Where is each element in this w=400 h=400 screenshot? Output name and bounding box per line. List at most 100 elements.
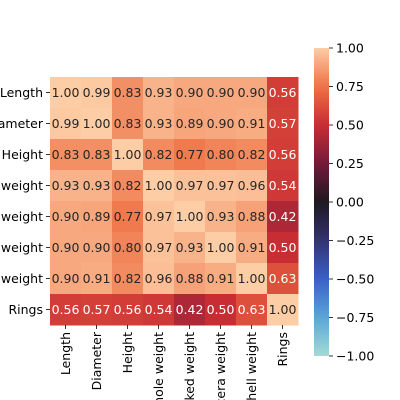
cell-value-label: 0.50: [269, 240, 297, 255]
heatmap-cell-height-rings: [267, 139, 299, 171]
cell-value-label: 0.57: [83, 302, 111, 317]
colorbar-tick-label: 0.00: [336, 195, 364, 210]
colorbar: 1.00 0.75 0.50 0.25 0.00 −0.25 −0.50 −0.75 −1.00: [314, 41, 374, 364]
cell-value-label: 0.83: [52, 147, 80, 162]
cell-value-label: 0.82: [114, 271, 142, 286]
colorbar-tick-label: −1.00: [336, 349, 374, 364]
heatmap-cell-length-viscera-weight: [205, 77, 237, 109]
cell-value-label: 0.97: [176, 178, 204, 193]
heatmap-cell-length-shucked-weight: [174, 77, 206, 109]
heatmap-cell-rings-shucked-weight: [174, 294, 206, 326]
heatmap-cell-viscera-weight-shucked-weight: [174, 232, 206, 264]
heatmap-cell-shell-weight-length: [50, 263, 82, 295]
heatmap-cell-diameter-rings: [267, 108, 299, 140]
cell-value-label: 0.63: [269, 271, 297, 286]
cell-value-label: 0.97: [207, 178, 235, 193]
cell-value-label: 0.56: [269, 147, 297, 162]
heatmap-cell-diameter-whole-weight: [143, 108, 175, 140]
cell-value-label: 0.80: [114, 240, 142, 255]
heatmap-cells: [50, 77, 299, 326]
y-axis: Length Diameter Height Whole weight Shucked …: [0, 85, 50, 317]
heatmap-cell-whole-weight-whole-weight: [143, 170, 175, 202]
heatmap-cell-diameter-length: [50, 108, 82, 140]
colorbar-ticks: 1.00 0.75 0.50 0.25 0.00 −0.25 −0.50 −0.75 −1.00: [329, 41, 374, 364]
cell-value-label: 1.00: [145, 178, 173, 193]
heatmap-cell-rings-diameter: [81, 294, 113, 326]
cell-value-label: 0.90: [52, 271, 80, 286]
heatmap-cell-shucked-weight-height: [112, 201, 144, 233]
colorbar-gradient: [314, 48, 329, 356]
cell-value-label: 0.83: [114, 85, 142, 100]
heatmap-cell-whole-weight-height: [112, 170, 144, 202]
colorbar-tick-label: 0.25: [336, 156, 364, 171]
heatmap-cell-shucked-weight-viscera-weight: [205, 201, 237, 233]
heatmap-cell-shell-weight-shucked-weight: [174, 263, 206, 295]
cell-value-label: 0.96: [238, 178, 266, 193]
cell-value-label: 0.96: [145, 271, 173, 286]
cell-value-label: 1.00: [207, 240, 235, 255]
heatmap-cell-rings-shell-weight: [236, 294, 268, 326]
heatmap-cell-shucked-weight-rings: [267, 201, 299, 233]
heatmap-cell-diameter-height: [112, 108, 144, 140]
heatmap-cell-diameter-shell-weight: [236, 108, 268, 140]
cell-value-label: 1.00: [52, 85, 80, 100]
cell-value-label: 0.77: [176, 147, 204, 162]
cell-value-label: 0.88: [176, 271, 204, 286]
cell-value-label: 1.00: [114, 147, 142, 162]
cell-value-label: 0.57: [269, 116, 297, 131]
heatmap-cell-shell-weight-height: [112, 263, 144, 295]
y-tick-label: Height: [2, 147, 43, 162]
y-tick-label: Length: [0, 85, 43, 100]
heatmap-cell-rings-rings: [267, 294, 299, 326]
x-tick-label: Length: [58, 332, 73, 375]
heatmap-cell-height-diameter: [81, 139, 113, 171]
heatmap-cell-height-viscera-weight: [205, 139, 237, 171]
colorbar-tick-label: −0.50: [336, 272, 374, 287]
cell-value-label: 0.88: [238, 209, 266, 224]
y-tick-label: Shucked weight: [0, 209, 43, 224]
colorbar-tick-label: 0.50: [336, 118, 364, 133]
cell-value-label: 0.93: [176, 240, 204, 255]
x-axis: Length Diameter Height Whole weight Shucked …: [58, 325, 290, 400]
heatmap-cell-rings-length: [50, 294, 82, 326]
cell-value-label: 0.54: [269, 178, 297, 193]
cell-value-label: 0.90: [176, 85, 204, 100]
cell-value-label: 0.56: [52, 302, 80, 317]
heatmap-annotations: 1.00 0.99 0.83 0.93 0.90 0.90 0.90 0.560.99 1.00…: [52, 85, 297, 317]
heatmap-cell-rings-whole-weight: [143, 294, 175, 326]
heatmap-cell-shell-weight-diameter: [81, 263, 113, 295]
x-tick-label: Shucked weight: [182, 332, 197, 400]
x-tick-label: Diameter: [89, 331, 104, 390]
heatmap-cell-shucked-weight-whole-weight: [143, 201, 175, 233]
y-tick-label: Viscera weight: [0, 240, 43, 255]
cell-value-label: 0.89: [176, 116, 204, 131]
heatmap-cell-length-shell-weight: [236, 77, 268, 109]
cell-value-label: 0.80: [207, 147, 235, 162]
cell-value-label: 0.91: [207, 271, 235, 286]
cell-value-label: 0.82: [238, 147, 266, 162]
x-tick-label: Shell weight: [244, 332, 259, 400]
colorbar-tick-label: −0.75: [336, 310, 374, 325]
heatmap-cell-whole-weight-rings: [267, 170, 299, 202]
heatmap-cell-shucked-weight-shell-weight: [236, 201, 268, 233]
cell-value-label: 0.91: [238, 240, 266, 255]
cell-value-label: 0.90: [238, 85, 266, 100]
heatmap-cell-whole-weight-diameter: [81, 170, 113, 202]
cell-value-label: 1.00: [176, 209, 204, 224]
heatmap-cell-diameter-diameter: [81, 108, 113, 140]
cell-value-label: 1.00: [83, 116, 111, 131]
y-tick-label: Rings: [8, 302, 43, 317]
colorbar-tick-label: −0.25: [336, 233, 374, 248]
cell-value-label: 0.82: [145, 147, 173, 162]
heatmap-cell-shucked-weight-diameter: [81, 201, 113, 233]
heatmap-cell-shell-weight-shell-weight: [236, 263, 268, 295]
cell-value-label: 1.00: [238, 271, 266, 286]
cell-value-label: 0.90: [207, 85, 235, 100]
colorbar-tick-label: 0.75: [336, 79, 364, 94]
y-tick-label: Diameter: [0, 116, 44, 131]
heatmap-cell-shucked-weight-length: [50, 201, 82, 233]
heatmap-cell-diameter-viscera-weight: [205, 108, 237, 140]
heatmap-cell-shell-weight-rings: [267, 263, 299, 295]
cell-value-label: 0.42: [176, 302, 204, 317]
